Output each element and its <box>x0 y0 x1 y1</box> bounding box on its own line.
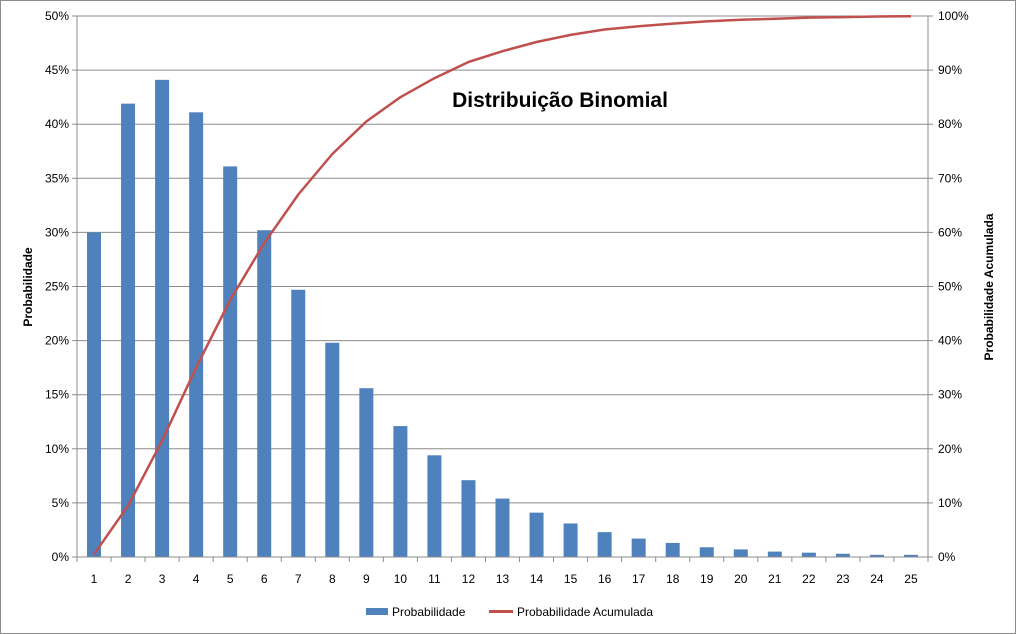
x-tick-label: 7 <box>295 572 302 586</box>
x-tick-label: 4 <box>193 572 200 586</box>
y-tick-label: 0% <box>52 550 70 564</box>
x-tick-label: 15 <box>564 572 578 586</box>
x-tick-label: 18 <box>666 572 680 586</box>
x-tick-label: 13 <box>496 572 510 586</box>
x-tick-label: 24 <box>870 572 884 586</box>
bar-probabilidade <box>563 523 578 557</box>
y2-tick-label: 30% <box>938 388 962 402</box>
bar-probabilidade <box>427 455 442 557</box>
x-tick-label: 11 <box>428 572 441 586</box>
y-tick-label: 40% <box>45 117 69 131</box>
bar-probabilidade <box>597 532 612 557</box>
x-tick-label: 1 <box>91 572 98 586</box>
x-tick-label: 21 <box>768 572 782 586</box>
y2-tick-label: 70% <box>938 171 962 185</box>
bar-probabilidade <box>631 538 646 557</box>
y-tick-label: 50% <box>45 9 69 23</box>
axes <box>72 15 933 562</box>
legend: Probabilidade Probabilidade Acumulada <box>366 605 653 619</box>
bar-probabilidade <box>223 166 238 557</box>
y-tick-label: 15% <box>45 388 69 402</box>
x-tick-label: 6 <box>261 572 268 586</box>
x-tick-label: 5 <box>227 572 234 586</box>
y2-tick-label: 0% <box>938 550 956 564</box>
y2-axis-title: Probabilidade Acumulada <box>982 213 996 360</box>
y-tick-label: 5% <box>52 496 70 510</box>
y2-tick-label: 10% <box>938 496 962 510</box>
legend-label-probabilidade: Probabilidade <box>392 605 466 619</box>
bar-probabilidade <box>359 388 374 557</box>
bar-probabilidade <box>767 551 782 557</box>
line-probabilidade-acumulada <box>92 15 912 556</box>
y2-tick-label: 80% <box>938 117 962 131</box>
y2-tick-label: 50% <box>938 280 962 294</box>
legend-label-probabilidade-acumulada: Probabilidade Acumulada <box>517 605 653 619</box>
y-tick-label: 35% <box>45 171 69 185</box>
bar-probabilidade <box>257 230 272 557</box>
legend-swatch-probabilidade <box>366 608 388 615</box>
x-tick-label: 8 <box>329 572 336 586</box>
bar-probabilidade <box>189 112 204 557</box>
x-tick-label: 16 <box>598 572 612 586</box>
bar-probabilidade <box>155 79 170 557</box>
bar-probabilidade <box>121 103 136 557</box>
bar-probabilidade <box>393 426 408 557</box>
y2-tick-label: 90% <box>938 63 962 77</box>
bar-probabilidade <box>869 554 884 557</box>
x-tick-label: 10 <box>394 572 408 586</box>
y2-tick-label: 100% <box>938 9 969 23</box>
bar-probabilidade <box>291 289 306 557</box>
x-tick-label: 25 <box>904 572 918 586</box>
chart-title: Distribuição Binomial <box>452 89 668 112</box>
x-tick-label: 14 <box>530 572 544 586</box>
x-tick-label: 22 <box>802 572 816 586</box>
bar-probabilidade <box>903 554 918 557</box>
x-tick-label: 20 <box>734 572 748 586</box>
bar-probabilidade <box>87 232 102 557</box>
tick-labels: 0% 0% 5% 10% 10% 20% 15% 30% 20% 40% 25% 50% 30% 60% 3… <box>45 9 969 586</box>
x-tick-label: 2 <box>125 572 132 586</box>
y2-tick-label: 60% <box>938 225 962 239</box>
bar-probabilidade <box>461 480 476 557</box>
x-tick-label: 3 <box>159 572 166 586</box>
bar-probabilidade <box>325 342 340 557</box>
bar-probabilidade <box>495 498 510 557</box>
bar-probabilidade <box>733 549 748 557</box>
y-tick-label: 20% <box>45 334 69 348</box>
x-tick-label: 9 <box>363 572 370 586</box>
y-axis-title: Probabilidade <box>21 247 35 327</box>
y2-tick-label: 20% <box>938 442 962 456</box>
bar-probabilidade <box>835 553 850 557</box>
bar-probabilidade <box>801 552 816 557</box>
bar-probabilidade <box>665 542 680 557</box>
line-series <box>92 15 912 556</box>
bar-probabilidade <box>529 512 544 557</box>
x-tick-label: 19 <box>700 572 714 586</box>
x-tick-label: 17 <box>632 572 646 586</box>
bar-probabilidade <box>699 547 714 557</box>
y-tick-label: 25% <box>45 280 69 294</box>
y-tick-label: 30% <box>45 225 69 239</box>
x-tick-label: 12 <box>462 572 476 586</box>
y-tick-label: 45% <box>45 63 69 77</box>
bar-series <box>87 79 918 557</box>
gridlines <box>77 15 928 504</box>
y-tick-label: 10% <box>45 442 69 456</box>
y2-tick-label: 40% <box>938 334 962 348</box>
x-tick-label: 23 <box>836 572 850 586</box>
